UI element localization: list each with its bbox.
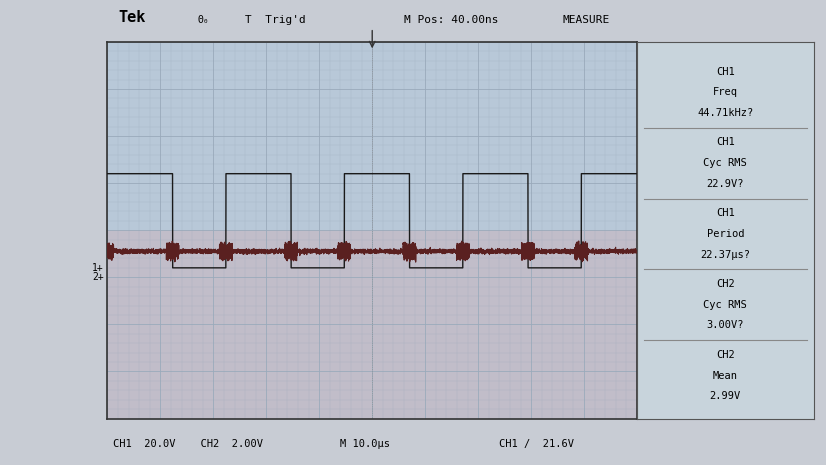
Bar [107,230,637,418]
Text: Mean: Mean [713,371,738,380]
Text: CH1: CH1 [716,138,734,147]
Text: Cyc RMS: Cyc RMS [704,300,748,310]
Text: CH1: CH1 [716,208,734,218]
Text: Cyc RMS: Cyc RMS [704,158,748,168]
Text: Tek: Tek [118,10,145,25]
Text: CH2: CH2 [716,279,734,289]
Text: 3.00V?: 3.00V? [706,320,744,331]
Text: 44.71kHz?: 44.71kHz? [697,108,753,118]
Text: 2.99V: 2.99V [710,391,741,401]
Text: 22.9V?: 22.9V? [706,179,744,189]
Text: CH1 /  21.6V: CH1 / 21.6V [500,439,574,449]
Text: M Pos: 40.00ns: M Pos: 40.00ns [404,15,499,25]
Text: 1+: 1+ [92,263,104,273]
Text: CH2: CH2 [716,350,734,360]
Text: CH1  20.0V    CH2  2.00V: CH1 20.0V CH2 2.00V [112,439,263,449]
Text: CH1: CH1 [716,66,734,77]
Text: 22.37μs?: 22.37μs? [700,250,750,259]
Text: Θ₀: Θ₀ [197,15,209,25]
Text: T  Trig'd: T Trig'd [245,15,306,25]
Text: Period: Period [706,229,744,239]
Text: 2+: 2+ [92,272,104,282]
Text: Freq: Freq [713,87,738,97]
Text: MEASURE: MEASURE [563,15,610,25]
Text: M 10.0μs: M 10.0μs [340,439,391,449]
